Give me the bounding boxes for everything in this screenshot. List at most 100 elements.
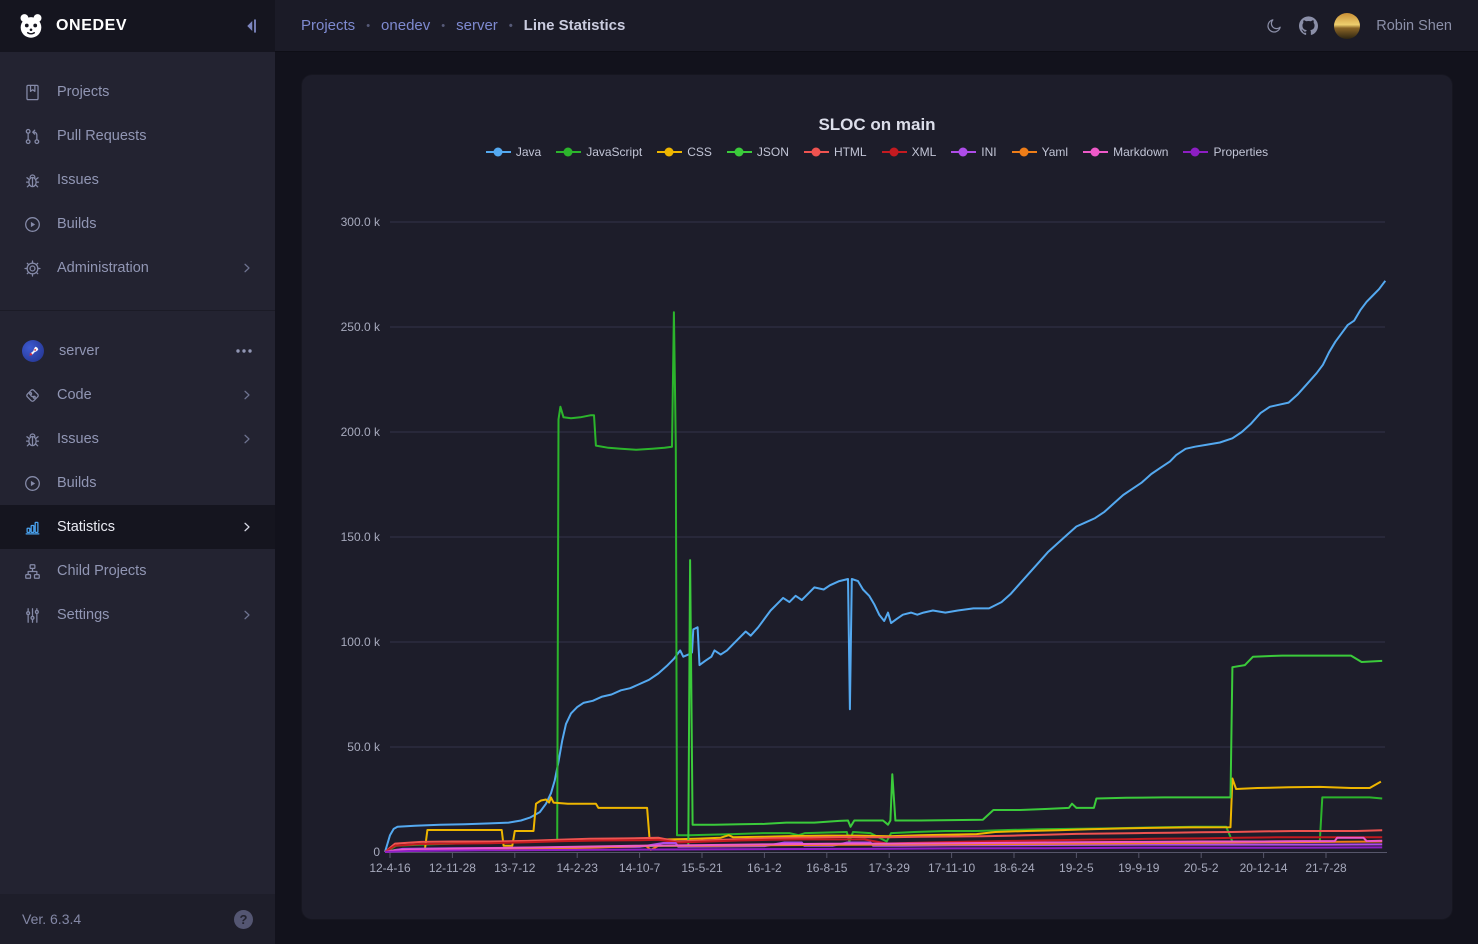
chevron-right-icon [241, 433, 253, 445]
onedev-logo-icon [16, 11, 46, 41]
more-options-button[interactable] [235, 348, 253, 354]
legend-marker-icon [556, 147, 582, 157]
sidebar-item-label: Builds [57, 216, 97, 232]
svg-text:14-10-7: 14-10-7 [619, 861, 661, 875]
sidebar-item-statistics[interactable]: Statistics [0, 505, 275, 549]
svg-text:12-4-16: 12-4-16 [369, 861, 411, 875]
bug-icon [22, 429, 42, 449]
svg-text:300.0 k: 300.0 k [341, 215, 381, 229]
sidebar-project-server[interactable]: server [0, 329, 275, 373]
legend-label: JavaScript [586, 145, 643, 159]
sidebar-item-label: Child Projects [57, 563, 147, 579]
chevron-right-icon [241, 521, 253, 533]
legend-item[interactable]: INI [951, 145, 997, 159]
chevron-right-icon [241, 389, 253, 401]
svg-text:20-5-2: 20-5-2 [1184, 861, 1219, 875]
svg-text:19-2-5: 19-2-5 [1059, 861, 1094, 875]
legend-item[interactable]: Java [485, 145, 542, 159]
svg-text:0: 0 [373, 845, 380, 859]
svg-text:100.0 k: 100.0 k [341, 635, 381, 649]
legend-item[interactable]: JavaScript [556, 145, 642, 159]
sidebar-project-section: server Code [0, 310, 275, 637]
legend-marker-icon [881, 147, 907, 157]
legend-label: Java [515, 145, 542, 159]
breadcrumb-server[interactable]: server [430, 17, 498, 34]
legend-label: HTML [833, 145, 867, 159]
user-name[interactable]: Robin Shen [1376, 17, 1452, 34]
sidebar-item-issues[interactable]: Issues [0, 158, 275, 202]
legend-item[interactable]: XML [881, 145, 937, 159]
version-label: Ver. 6.3.4 [22, 911, 82, 927]
sidebar-item-label: Statistics [57, 519, 116, 535]
svg-text:17-3-29: 17-3-29 [869, 861, 911, 875]
breadcrumb-onedev[interactable]: onedev [355, 17, 430, 34]
svg-text:20-12-14: 20-12-14 [1240, 861, 1288, 875]
svg-text:18-6-24: 18-6-24 [993, 861, 1035, 875]
svg-text:16-8-15: 16-8-15 [806, 861, 848, 875]
sloc-chart-canvas[interactable]: 0 50.0 k 100.0 k 150.0 k 200.0 k 250.0 k 300.0… [302, 75, 1452, 919]
sidebar-item-label: Projects [57, 84, 110, 100]
sidebar-item-project-builds[interactable]: Builds [0, 461, 275, 505]
play-circle-icon [22, 473, 42, 493]
sidebar-item-label: Pull Requests [57, 128, 147, 144]
sidebar-footer: Ver. 6.3.4 ? [0, 894, 275, 944]
legend-label: XML [911, 145, 937, 159]
legend-marker-icon [485, 147, 511, 157]
help-button[interactable]: ? [234, 909, 253, 929]
github-icon [1299, 16, 1319, 35]
sidebar-item-projects[interactable]: Projects [0, 70, 275, 114]
legend-label: Yaml [1041, 145, 1069, 159]
chart-legend: Java JavaScript CSS JSON HTML XML INI Yaml Markd… [302, 145, 1452, 159]
legend-marker-icon [1011, 147, 1037, 157]
svg-text:200.0 k: 200.0 k [341, 425, 381, 439]
sidebar-item-child-projects[interactable]: Child Projects [0, 549, 275, 593]
sidebar-item-pull-requests[interactable]: Pull Requests [0, 114, 275, 158]
github-link[interactable] [1299, 16, 1319, 35]
legend-item[interactable]: JSON [726, 145, 789, 159]
sidebar-item-project-issues[interactable]: Issues [0, 417, 275, 461]
svg-text:13-7-12: 13-7-12 [494, 861, 536, 875]
line-statistics-card: SLOC on main Java JavaScript CSS JSON HTML XM… [302, 75, 1452, 919]
book-icon [22, 82, 42, 102]
dark-mode-toggle[interactable] [1265, 17, 1283, 35]
legend-label: Properties [1213, 145, 1269, 159]
svg-text:16-1-2: 16-1-2 [747, 861, 782, 875]
legend-label: INI [981, 145, 997, 159]
legend-marker-icon [1183, 147, 1209, 157]
user-avatar[interactable] [1334, 12, 1361, 39]
sidebar-item-label: Builds [57, 475, 97, 491]
legend-item[interactable]: Properties [1183, 145, 1268, 159]
sidebar-header: ONEDEV [0, 0, 275, 52]
sidebar-main-nav: Projects Pull Requests [0, 52, 275, 637]
svg-text:50.0 k: 50.0 k [347, 740, 381, 754]
sidebar-item-administration[interactable]: Administration [0, 246, 275, 290]
chart-title: SLOC on main [818, 115, 936, 134]
sidebar-item-label: Issues [57, 172, 99, 188]
sidebar-item-builds[interactable]: Builds [0, 202, 275, 246]
play-circle-icon [22, 214, 42, 234]
svg-text:150.0 k: 150.0 k [341, 530, 381, 544]
breadcrumb-projects[interactable]: Projects [301, 17, 356, 34]
legend-marker-icon [657, 147, 683, 157]
sidebar-item-label: Code [57, 387, 92, 403]
svg-text:19-9-19: 19-9-19 [1118, 861, 1160, 875]
legend-item[interactable]: Markdown [1083, 145, 1168, 159]
legend-item[interactable]: CSS [657, 145, 712, 159]
legend-item[interactable]: Yaml [1011, 145, 1069, 159]
code-icon [22, 385, 42, 405]
sidebar-collapse-button[interactable] [241, 16, 261, 36]
legend-item[interactable]: HTML [803, 145, 867, 159]
svg-text:15-5-21: 15-5-21 [681, 861, 723, 875]
topbar: Projects onedev server Line Statistics [275, 0, 1478, 52]
legend-label: Markdown [1113, 145, 1169, 159]
legend-marker-icon [803, 147, 829, 157]
svg-text:14-2-23: 14-2-23 [557, 861, 599, 875]
org-tree-icon [22, 561, 42, 581]
svg-text:21-7-28: 21-7-28 [1305, 861, 1347, 875]
project-name: server [59, 343, 100, 359]
sidebar-item-settings[interactable]: Settings [0, 593, 275, 637]
sidebar: ONEDEV Projects [0, 0, 275, 944]
sidebar-item-code[interactable]: Code [0, 373, 275, 417]
breadcrumb-current-page: Line Statistics [498, 17, 626, 34]
